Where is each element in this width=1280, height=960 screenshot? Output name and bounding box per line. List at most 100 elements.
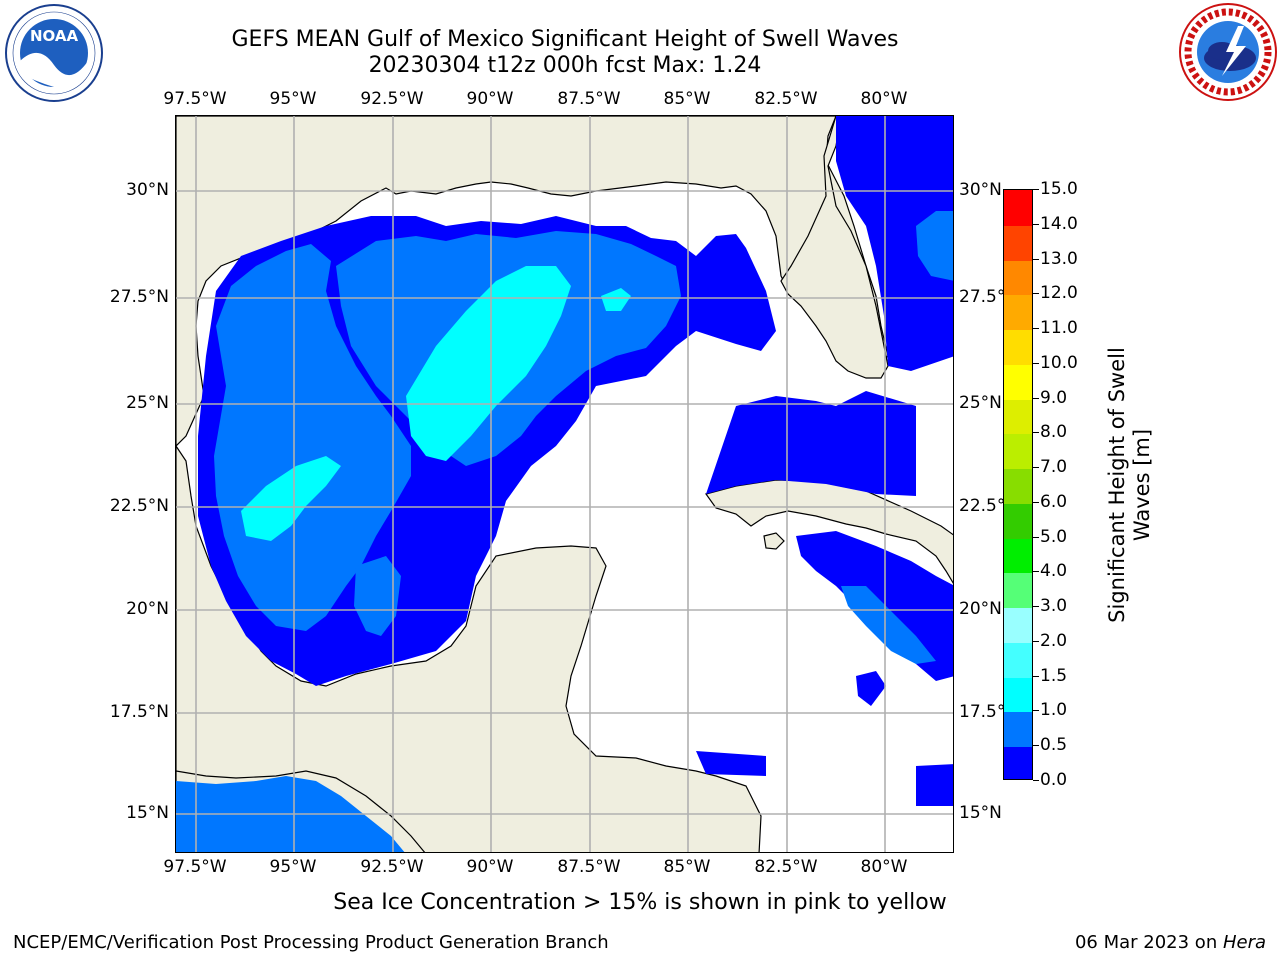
colorbar-tick-mark (1033, 189, 1039, 190)
footer-date-text: 06 Mar 2023 on (1074, 932, 1223, 953)
colorbar-segment (1004, 224, 1032, 261)
lat-tick-right: 30°N (959, 180, 1002, 200)
colorbar-tick-label: 15.0 (1040, 179, 1078, 199)
colorbar-segment (1004, 190, 1032, 226)
colorbar-segment (1004, 641, 1032, 678)
lon-tick-bottom: 85°W (663, 857, 711, 877)
colorbar-tick-label: 1.5 (1040, 665, 1068, 686)
colorbar-segment (1004, 607, 1032, 643)
lat-tick-right: 25°N (959, 393, 1002, 413)
lat-tick-right: 22.5° (959, 496, 1006, 516)
lat-tick-right: 20°N (959, 599, 1002, 619)
chart-title: GEFS MEAN Gulf of Mexico Significant Hei… (231, 27, 899, 52)
colorbar-tick-mark (1033, 606, 1039, 608)
lon-tick-bottom: 97.5°W (163, 857, 227, 877)
sea-ice-note: Sea Ice Concentration > 15% is shown in … (333, 890, 947, 915)
colorbar-segment (1004, 433, 1032, 470)
colorbar-tick-label: 1.0 (1040, 700, 1068, 721)
colorbar-tick-label: 0.5 (1040, 735, 1068, 756)
lon-tick-top: 92.5°W (360, 89, 424, 109)
colorbar-segment (1004, 329, 1032, 365)
footer-branch: NCEP/EMC/Verification Post Processing Pr… (13, 932, 609, 953)
lon-tick-bottom: 80°W (860, 857, 908, 877)
colorbar-tick-mark (1033, 258, 1039, 260)
colorbar-tick-label: 0.0 (1040, 770, 1068, 790)
lon-tick-top: 97.5°W (163, 89, 227, 109)
colorbar-segment (1004, 398, 1032, 435)
lat-tick-left: 20°N (126, 599, 169, 619)
colorbar-tick-mark (1033, 640, 1039, 642)
colorbar-tick-mark (1033, 328, 1039, 330)
colorbar-tick-mark (1033, 536, 1039, 538)
lat-tick-right: 17.5° (959, 702, 1006, 722)
colorbar-tick-mark (1033, 675, 1039, 677)
colorbar-segment (1004, 746, 1032, 779)
lat-tick-right: 27.5° (959, 287, 1006, 307)
swell-10-15 (241, 266, 631, 541)
colorbar-tick-label: 11.0 (1040, 318, 1078, 339)
lat-tick-right: 15°N (959, 803, 1002, 823)
lon-tick-bottom: 92.5°W (360, 857, 424, 877)
lat-tick-left: 22.5°N (109, 496, 169, 516)
lat-tick-left: 17.5°N (109, 702, 169, 722)
lon-tick-top: 90°W (466, 89, 514, 109)
colorbar-tick-label: 8.0 (1040, 422, 1068, 443)
colorbar-tick-label: 12.0 (1040, 283, 1078, 304)
colorbar-tick-label: 2.0 (1040, 630, 1068, 651)
lon-tick-bottom: 95°W (269, 857, 317, 877)
colorbar-label-line1: Significant Height of Swell (1105, 347, 1129, 623)
lon-tick-top: 87.5°W (557, 89, 621, 109)
colorbar-tick-label: 9.0 (1040, 387, 1068, 408)
lon-tick-bottom: 82.5°W (754, 857, 818, 877)
colorbar-segment (1004, 363, 1032, 400)
colorbar-tick-label: 7.0 (1040, 457, 1068, 478)
colorbar-segment (1004, 676, 1032, 713)
lat-tick-left: 30°N (126, 180, 169, 200)
colorbar-tick-mark (1033, 710, 1039, 712)
colorbar-segment (1004, 259, 1032, 296)
colorbar-tick-label: 10.0 (1040, 352, 1078, 373)
colorbar-segment (1004, 537, 1032, 574)
footer-date: 06 Mar 2023 on Hera (1075, 932, 1266, 953)
lon-tick-top: 82.5°W (754, 89, 818, 109)
colorbar-segment (1004, 468, 1032, 504)
colorbar-tick-label: 4.0 (1040, 561, 1068, 582)
colorbar-tick-label: 6.0 (1040, 491, 1068, 512)
colorbar-tick-label: 13.0 (1040, 248, 1078, 269)
lon-tick-top: 85°W (663, 89, 711, 109)
colorbar-tick-mark (1033, 293, 1039, 295)
colorbar-tick-mark (1033, 467, 1039, 469)
chart-subtitle: 20230304 t12z 000h fcst Max: 1.24 (368, 53, 762, 78)
colorbar-tick-mark (1033, 432, 1039, 434)
colorbar-tick-label: 5.0 (1040, 526, 1068, 547)
lat-tick-left: 27.5°N (109, 287, 169, 307)
colorbar (1003, 189, 1033, 780)
colorbar-tick-label: 14.0 (1040, 213, 1078, 234)
colorbar-tick-mark (1033, 780, 1039, 781)
colorbar-tick-mark (1033, 501, 1039, 503)
colorbar-label-line2: Waves [m] (1130, 428, 1154, 542)
nws-logo (1178, 2, 1278, 102)
map-panel (175, 115, 954, 853)
noaa-logo: NOAA (4, 3, 104, 103)
colorbar-tick-mark (1033, 223, 1039, 225)
lat-tick-left: 25°N (126, 393, 169, 413)
colorbar-label: Significant Height of Swell Waves [m] (1105, 320, 1155, 650)
land-isle-of-youth (763, 532, 785, 550)
land-florida (780, 116, 889, 379)
lon-tick-top: 80°W (860, 89, 908, 109)
colorbar-segment (1004, 502, 1032, 539)
graticule (176, 116, 953, 852)
colorbar-tick-mark (1033, 397, 1039, 399)
lon-tick-bottom: 87.5°W (557, 857, 621, 877)
colorbar-segment (1004, 572, 1032, 609)
footer-host: Hera (1222, 932, 1266, 953)
svg-text:NOAA: NOAA (30, 27, 79, 45)
colorbar-tick-mark (1033, 745, 1039, 747)
colorbar-segment (1004, 294, 1032, 331)
colorbar-tick-mark (1033, 571, 1039, 573)
lat-tick-left: 15°N (126, 803, 169, 823)
lon-tick-top: 95°W (269, 89, 317, 109)
colorbar-tick-label: 3.0 (1040, 596, 1068, 617)
colorbar-segment (1004, 711, 1032, 748)
